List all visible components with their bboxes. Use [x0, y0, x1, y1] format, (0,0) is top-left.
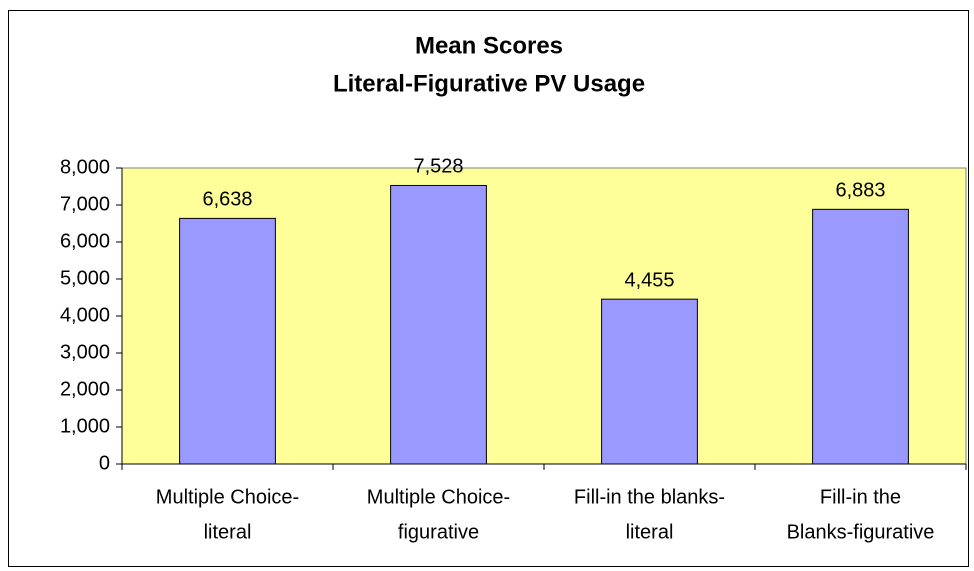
x-tick-label: literal	[626, 521, 674, 543]
chart-title: Literal-Figurative PV Usage	[333, 70, 645, 97]
bar	[601, 298, 698, 465]
x-tick-label: literal	[204, 521, 252, 543]
data-label: 6,638	[202, 189, 252, 211]
data-label: 7,528	[413, 156, 463, 178]
y-tick-label: 3,000	[60, 341, 110, 363]
y-tick-label: 5,000	[60, 267, 110, 289]
bar	[390, 184, 487, 465]
y-tick-label: 8,000	[60, 156, 110, 178]
bar	[812, 208, 909, 465]
y-tick-label: 4,000	[60, 304, 110, 326]
x-tick-label: Fill-in the blanks-	[574, 486, 725, 508]
x-tick-label: Multiple Choice-	[156, 486, 299, 508]
x-tick-label: Fill-in the	[820, 486, 901, 508]
y-tick-label: 0	[99, 452, 110, 474]
y-tick-label: 6,000	[60, 230, 110, 252]
x-tick-label: figurative	[398, 521, 479, 543]
data-label: 6,883	[835, 180, 885, 202]
chart-title: Mean Scores	[415, 32, 563, 59]
y-tick-label: 1,000	[60, 415, 110, 437]
y-tick-label: 7,000	[60, 193, 110, 215]
x-tick-label: Blanks-figurative	[787, 521, 935, 543]
x-tick-label: Multiple Choice-	[367, 486, 510, 508]
data-label: 4,455	[624, 269, 674, 291]
bar	[179, 217, 276, 465]
y-tick-label: 2,000	[60, 378, 110, 400]
